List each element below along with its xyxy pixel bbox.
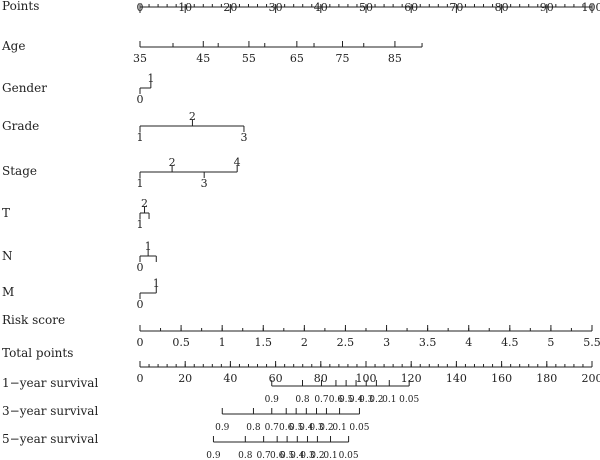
1-year-survival-label: 1−year survival: [2, 376, 98, 390]
total-points-tick-label: 200: [582, 372, 600, 385]
points-label: Points: [2, 0, 39, 13]
risk-score-tick-label: 4.5: [501, 336, 519, 349]
age-tick-label: 65: [290, 52, 304, 65]
risk-score-tick-label: 0: [137, 336, 144, 349]
m-tick-label: 1: [153, 277, 160, 290]
m-tick-label: 0: [137, 298, 144, 311]
5-year-survival-tick-label: 0.9: [206, 451, 221, 460]
risk-score-tick-label: 0.5: [172, 336, 190, 349]
age-tick-label: 85: [388, 52, 402, 65]
total-points-label: Total points: [2, 346, 73, 360]
age-tick-label: 75: [335, 52, 349, 65]
risk-score-tick-label: 1: [219, 336, 226, 349]
total-points-tick-label: 180: [536, 372, 557, 385]
total-points-tick-label: 60: [269, 372, 283, 385]
5-year-survival-tick-label: 0.5: [280, 451, 295, 460]
t-tick-label: 1: [137, 218, 144, 231]
5-year-survival-tick-label: 0.1: [323, 451, 337, 460]
t-label: T: [2, 206, 10, 220]
3-year-survival-label: 3−year survival: [2, 404, 98, 418]
total-points-tick-label: 0: [137, 372, 144, 385]
1-year-survival-tick-label: 0.1: [382, 395, 396, 405]
3-year-survival-tick-label: 0.5: [289, 423, 304, 433]
1-year-survival-tick-label: 0.3: [359, 395, 374, 405]
total-points-tick-label: 80: [314, 372, 328, 385]
1-year-survival-tick-label: 0.6: [329, 395, 344, 405]
t-tick-label: 2: [141, 197, 148, 210]
3-year-survival-tick-label: 0.1: [332, 423, 346, 433]
n-tick-label: 1: [145, 240, 152, 253]
stage-tick-label: 2: [169, 156, 176, 169]
total-points-tick-label: 140: [446, 372, 467, 385]
3-year-survival-tick-label: 0.3: [309, 423, 324, 433]
3-year-survival-tick-label: 0.2: [319, 423, 333, 433]
total-points-tick-label: 40: [223, 372, 237, 385]
points-tick-label: 100: [582, 1, 600, 14]
stage-tick-label: 1: [137, 177, 144, 190]
1-year-survival-tick-label: 0.5: [339, 395, 354, 405]
age-label: Age: [1, 39, 25, 53]
3-year-survival-tick-label: 0.9: [215, 423, 230, 433]
stage-tick-label: 4: [234, 156, 241, 169]
age-tick-label: 35: [133, 52, 147, 65]
1-year-survival-tick-label: 0.7: [314, 395, 329, 405]
1-year-survival-tick-label: 0.4: [349, 395, 364, 405]
n-label: N: [2, 249, 13, 263]
3-year-survival-tick-label: 0.6: [279, 423, 294, 433]
gender-tick-label: 0: [137, 93, 144, 106]
risk-score-label: Risk score: [2, 313, 65, 327]
points-tick-label: 30: [269, 1, 283, 14]
points-tick-label: 80: [495, 1, 509, 14]
points-tick-label: 20: [223, 1, 237, 14]
age-tick-label: 55: [242, 52, 256, 65]
3-year-survival-tick-label: 0.7: [265, 423, 280, 433]
5-year-survival-label: 5−year survival: [2, 432, 98, 446]
risk-score-tick-label: 5.5: [583, 336, 600, 349]
1-year-survival-tick-label: 0.05: [399, 395, 419, 405]
5-year-survival-tick-label: 0.6: [270, 451, 285, 460]
risk-score-tick-label: 4: [465, 336, 472, 349]
3-year-survival-tick-label: 0.4: [299, 423, 314, 433]
points-tick-label: 70: [449, 1, 463, 14]
risk-score-tick-label: 2.5: [337, 336, 355, 349]
1-year-survival-tick-label: 0.9: [265, 395, 280, 405]
points-tick-label: 40: [314, 1, 328, 14]
5-year-survival-tick-label: 0.8: [238, 451, 253, 460]
risk-score-tick-label: 3.5: [419, 336, 437, 349]
points-tick-label: 50: [359, 1, 373, 14]
n-tick-label: 0: [137, 261, 144, 274]
5-year-survival-tick-label: 0.3: [300, 451, 315, 460]
grade-tick-label: 2: [189, 110, 196, 123]
stage-label: Stage: [2, 164, 37, 178]
gender-label: Gender: [2, 81, 47, 95]
total-points-tick-label: 160: [491, 372, 512, 385]
grade-label: Grade: [2, 119, 39, 133]
gender-tick-label: 1: [147, 72, 154, 85]
1-year-survival-tick-label: 0.2: [369, 395, 383, 405]
points-tick-label: 90: [540, 1, 554, 14]
risk-score-tick-label: 1.5: [255, 336, 273, 349]
5-year-survival-tick-label: 0.05: [339, 451, 359, 460]
5-year-survival-tick-label: 0.7: [256, 451, 271, 460]
grade-tick-label: 3: [240, 131, 247, 144]
1-year-survival-tick-label: 0.8: [295, 395, 310, 405]
total-points-tick-label: 120: [401, 372, 422, 385]
risk-score-tick-label: 5: [547, 336, 554, 349]
3-year-survival-tick-label: 0.05: [349, 423, 369, 433]
risk-score-tick-label: 2: [301, 336, 308, 349]
total-points-tick-label: 100: [356, 372, 377, 385]
risk-score-tick-label: 3: [383, 336, 390, 349]
age-tick-label: 45: [196, 52, 210, 65]
3-year-survival-tick-label: 0.8: [246, 423, 261, 433]
points-tick-label: 10: [178, 1, 192, 14]
5-year-survival-tick-label: 0.2: [310, 451, 324, 460]
m-label: M: [2, 285, 14, 299]
5-year-survival-tick-label: 0.4: [290, 451, 305, 460]
points-tick-label: 60: [404, 1, 418, 14]
grade-tick-label: 1: [137, 131, 144, 144]
total-points-tick-label: 20: [178, 372, 192, 385]
stage-tick-label: 3: [201, 177, 208, 190]
points-tick-label: 0: [137, 1, 144, 14]
